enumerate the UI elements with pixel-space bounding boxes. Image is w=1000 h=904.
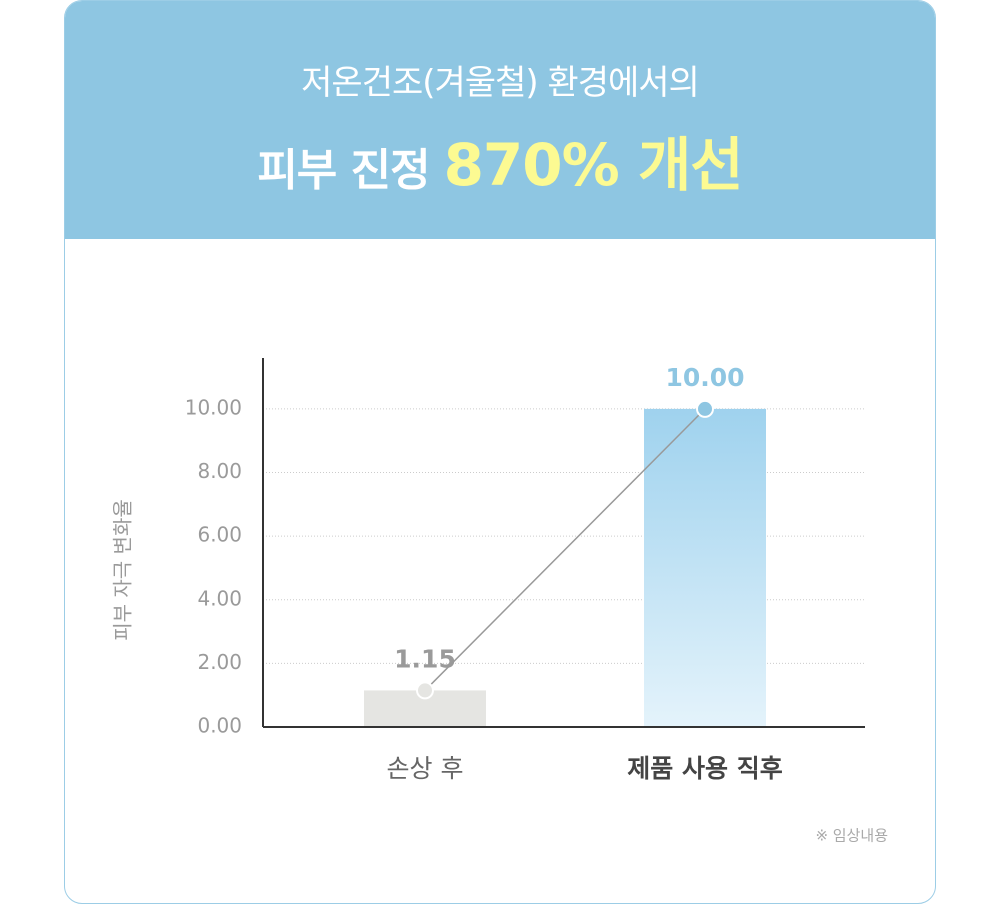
point (696, 399, 714, 418)
value-label: 10.00 (665, 363, 744, 392)
x-tick-label: 제품 사용 직후 (627, 754, 782, 783)
y-tick-label: 6.00 (197, 523, 242, 547)
x-tick-label: 손상 후 (387, 754, 464, 783)
y-tick-label: 10.00 (185, 395, 242, 419)
header: 저온건조(겨울철) 환경에서의 피부 진정 870% 개선 (65, 1, 935, 239)
bar (644, 408, 766, 727)
y-axis-label: 피부 자극 변화율 (111, 499, 135, 641)
y-tick-label: 4.00 (197, 586, 242, 610)
card: 저온건조(겨울철) 환경에서의 피부 진정 870% 개선 (64, 0, 936, 904)
footnote: ※ 임상내용 (815, 827, 888, 845)
y-tick-label: 2.00 (197, 650, 242, 674)
point (416, 681, 434, 700)
value-label: 1.15 (394, 644, 456, 673)
title: 피부 진정 870% 개선 (65, 118, 935, 202)
y-tick-label: 0.00 (197, 714, 242, 738)
title-prefix: 피부 진정 (257, 145, 430, 196)
y-tick-label: 8.00 (197, 459, 242, 483)
connector-line (424, 408, 706, 691)
title-highlight: 870% 개선 (443, 131, 744, 199)
subtitle: 저온건조(겨울철) 환경에서의 (301, 63, 700, 103)
